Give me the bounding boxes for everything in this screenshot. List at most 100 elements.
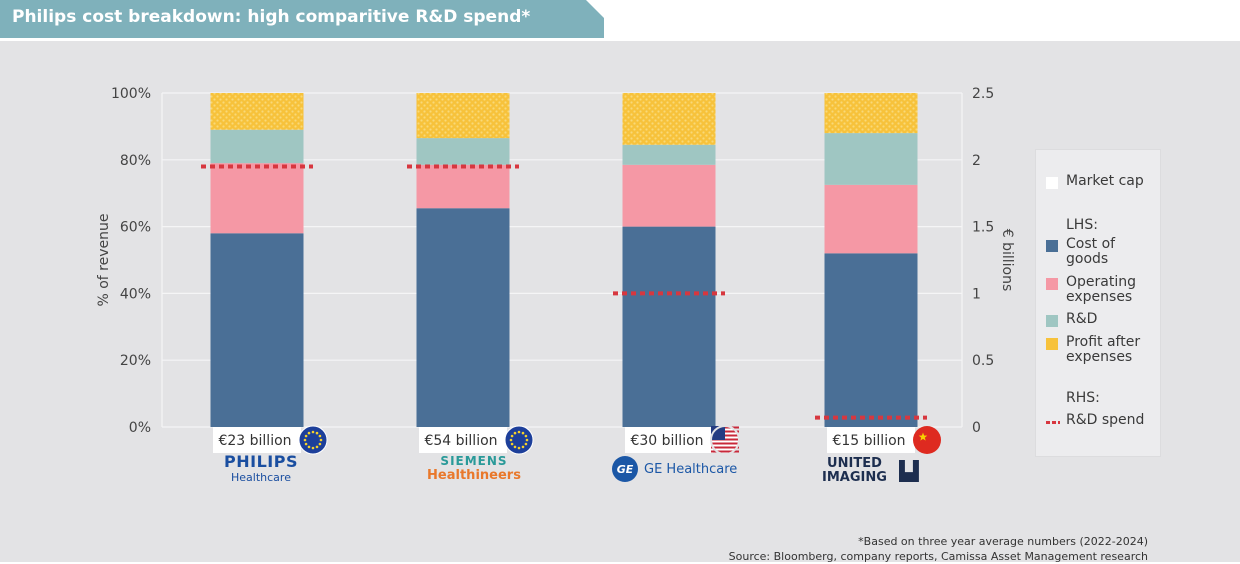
eu-flag-star — [510, 434, 514, 438]
chart-panel: 0% 20% 40% 60% 80% 100% 0 0.5 1 1.5 2 2.5 % of reven… — [0, 41, 1240, 564]
united-imaging-line2: IMAGING — [822, 470, 887, 485]
eu-flag-star — [304, 442, 308, 446]
eu-flag-star — [311, 446, 315, 450]
y-left-axis-label: % of revenue — [96, 213, 112, 306]
y-left-tick-label: 100% — [111, 86, 151, 102]
eu-flag-icon — [298, 425, 328, 455]
y-left-tick-label: 80% — [120, 153, 151, 169]
legend-item-operating-expenses: Operating expenses — [1046, 275, 1156, 305]
legend-label: R&D — [1066, 311, 1098, 327]
us-flag-rim — [710, 425, 740, 455]
china-flag-star — [918, 432, 928, 441]
eu-flag-star — [307, 431, 311, 435]
us-flag-stripe — [711, 442, 739, 445]
philips-logo-wordmark: PHILIPS — [224, 452, 298, 471]
legend-rhs-heading: RHS: — [1066, 390, 1100, 406]
profit-swatch — [1046, 338, 1058, 350]
y-right-axis-label: € billions — [999, 229, 1015, 292]
legend-label: R&D spend — [1066, 412, 1145, 428]
legend: Market cap LHS: Cost of goods Operating … — [1035, 149, 1161, 457]
ge-monogram-icon: GE — [612, 456, 638, 482]
bar-cost-of-goods-0 — [210, 233, 304, 427]
bar-profit-after-expenses-3 — [824, 93, 918, 134]
eu-flag-star — [517, 430, 521, 434]
siemens-logo-wordmark: SIEMENS — [440, 454, 508, 468]
title-banner: Philips cost breakdown: high comparitive… — [0, 0, 604, 38]
market-cap-label: €54 billion — [424, 433, 497, 449]
siemens-logo: SIEMENS Healthineers — [414, 455, 534, 482]
united-imaging-line1: UNITED — [827, 456, 882, 471]
market-cap-swatch — [1046, 177, 1058, 189]
china-flag-disc — [913, 426, 941, 454]
eu-flag-star — [304, 434, 308, 438]
y-left-tick-label: 20% — [120, 353, 151, 369]
ge-logo-wordmark: GE Healthcare — [644, 461, 738, 477]
market-cap-label-box — [213, 427, 301, 453]
legend-label: Operating expenses — [1066, 274, 1136, 305]
bar-operating-expenses-0 — [210, 163, 304, 234]
eu-flag-star — [517, 446, 521, 450]
legend-lhs-heading: LHS: — [1066, 217, 1098, 233]
us-flag-stripe — [711, 450, 739, 453]
bar-r-d-0 — [210, 129, 304, 164]
eu-flag-star — [319, 438, 323, 442]
bar-r-d-3 — [824, 133, 918, 185]
united-imaging-mark-icon — [898, 460, 919, 482]
market-cap-label: €23 billion — [218, 433, 291, 449]
bar-cost-of-goods-3 — [824, 253, 918, 427]
eu-flag-star — [311, 430, 315, 434]
legend-label: Market cap — [1066, 173, 1144, 189]
philips-logo-sub: Healthcare — [231, 471, 291, 484]
legend-item-rd-spend: R&D spend — [1046, 413, 1156, 428]
eu-flag-star — [510, 442, 514, 446]
eu-flag-star — [303, 438, 307, 442]
eu-flag-disc — [298, 425, 328, 455]
footnote-source: Source: Bloomberg, company reports, Cami… — [728, 550, 1148, 563]
chart-svg: 0% 20% 40% 60% 80% 100% 0 0.5 1 1.5 2 2.5 % of reven… — [96, 86, 1015, 455]
eu-flag-star — [524, 434, 528, 438]
bar-r-d-1 — [416, 138, 510, 165]
market-cap-label-box — [419, 427, 507, 453]
china-flag-icon — [913, 426, 941, 454]
bar-profit-after-expenses-2 — [622, 93, 716, 145]
eu-flag-star — [315, 445, 319, 449]
legend-item-profit: Profit after expenses — [1046, 335, 1156, 365]
united-imaging-wordmark: UNITED IMAGING — [822, 457, 887, 485]
operating-expenses-swatch — [1046, 278, 1058, 290]
legend-item-market-cap: Market cap — [1046, 174, 1156, 189]
y-right-tick-label: 2.5 — [972, 86, 994, 102]
bar-cost-of-goods-2 — [622, 226, 716, 427]
us-flag-stripe — [711, 446, 739, 449]
eu-flag-disc — [504, 425, 534, 455]
eu-flag-star — [509, 438, 513, 442]
bar-operating-expenses-3 — [824, 184, 918, 254]
eu-flag-star — [307, 445, 311, 449]
bar-profit-after-expenses-0 — [210, 93, 304, 130]
y-right-tick-label: 2 — [972, 153, 981, 169]
rd-spend-swatch — [1046, 421, 1060, 424]
bar-r-d-2 — [622, 144, 716, 165]
eu-flag-star — [318, 442, 322, 446]
y-right-tick-label: 1 — [972, 286, 981, 302]
eu-flag-star — [525, 438, 529, 442]
legend-item-cost-of-goods: Cost of goods — [1046, 237, 1156, 267]
bar-operating-expenses-2 — [622, 164, 716, 227]
page-title: Philips cost breakdown: high comparitive… — [12, 7, 531, 27]
y-left-tick-label: 60% — [120, 220, 151, 236]
eu-flag-star — [521, 445, 525, 449]
united-imaging-logo: UNITED IMAGING — [822, 457, 942, 485]
eu-flag-star — [521, 431, 525, 435]
footnote: *Based on three year average numbers (20… — [729, 534, 1148, 564]
siemens-logo-sub: Healthineers — [427, 468, 521, 483]
market-cap-label: €30 billion — [630, 433, 703, 449]
eu-flag-star — [513, 431, 517, 435]
market-cap-label-box — [625, 427, 713, 453]
eu-flag-star — [524, 442, 528, 446]
eu-flag-star — [315, 431, 319, 435]
y-right-tick-label: 0.5 — [972, 353, 994, 369]
y-left-tick-label: 0% — [129, 420, 151, 436]
bar-cost-of-goods-1 — [416, 208, 510, 427]
eu-flag-star — [318, 434, 322, 438]
market-cap-label: €15 billion — [832, 433, 905, 449]
eu-flag-icon — [504, 425, 534, 455]
